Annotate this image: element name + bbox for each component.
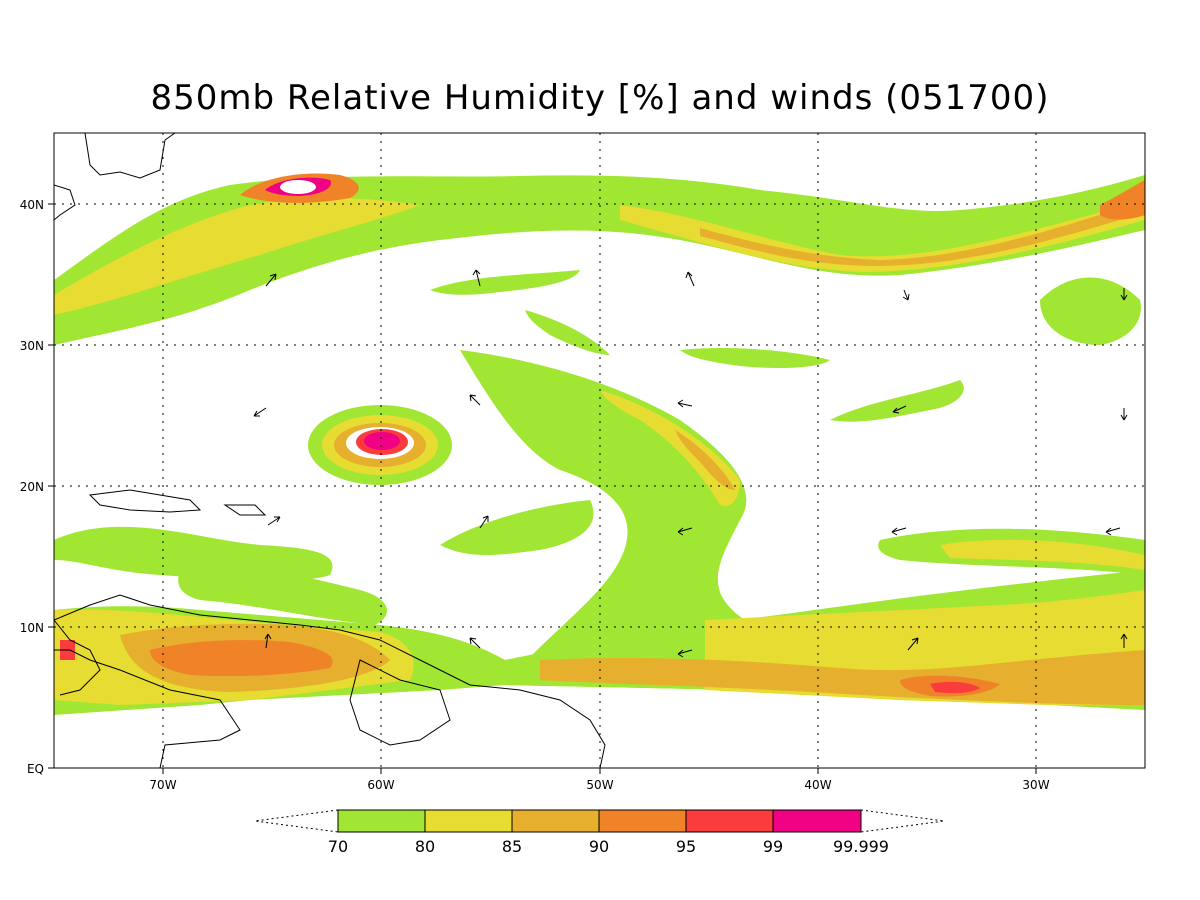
lat-tick-label: 30N <box>20 339 44 353</box>
colorbar: 70 80 85 90 95 99 99.999 <box>254 809 945 856</box>
lat-tick-label: 10N <box>20 621 44 635</box>
wind-arrow <box>472 269 481 287</box>
colorbar-right-extension <box>860 809 945 833</box>
lat-tick-label: 40N <box>20 198 44 212</box>
wind-arrow <box>891 527 907 536</box>
wind-arrow <box>685 271 695 287</box>
wind-arrow <box>677 399 693 408</box>
colorbar-swatch <box>772 809 862 833</box>
colorbar-label: 80 <box>415 837 435 856</box>
lat-tick-label: EQ <box>27 762 44 776</box>
colorbar-label: 85 <box>502 837 522 856</box>
humidity-east-cloud-c <box>680 348 830 368</box>
colorbar-label: 99.999 <box>833 837 889 856</box>
humidity-band-jet-east-85 <box>700 200 1145 266</box>
lon-tick-label: 40W <box>804 778 831 792</box>
wind-arrow <box>902 289 910 301</box>
wind-vectors <box>253 269 1128 658</box>
colorbar-label: 95 <box>676 837 696 856</box>
wind-arrow <box>1120 633 1128 648</box>
humidity-west-band <box>54 526 333 581</box>
lon-tick-label: 60W <box>367 778 394 792</box>
wind-arrow <box>907 637 919 651</box>
wind-arrow <box>469 394 481 406</box>
humidity-east-cloud-d <box>430 270 580 295</box>
graticule <box>54 133 1145 768</box>
colorbar-swatch <box>424 809 513 833</box>
humidity-east-cloud-e <box>525 310 610 355</box>
lon-tick-label: 50W <box>586 778 613 792</box>
humidity-east-band-85 <box>540 650 1145 705</box>
wind-arrow <box>469 637 481 649</box>
coastline-south-america <box>54 594 606 768</box>
colorbar-swatch <box>685 809 774 833</box>
humidity-mid-band <box>440 500 594 555</box>
coastline-northeast <box>84 133 176 179</box>
wind-arrow <box>265 273 277 287</box>
humidity-east-cloud-b <box>830 380 964 422</box>
colorbar-label: 70 <box>328 837 348 856</box>
humidity-east-mid-80 <box>940 539 1145 570</box>
wind-arrow <box>253 407 267 417</box>
coastline-guianas <box>349 659 451 746</box>
coastline-central-america <box>54 619 101 696</box>
lon-tick-label: 30W <box>1022 778 1049 792</box>
wind-arrow <box>1120 408 1128 421</box>
humidity-hole-north <box>280 180 316 194</box>
lat-tick-label: 20N <box>20 480 44 494</box>
coastline-cuba <box>88 489 202 513</box>
colorbar-left-extension <box>254 809 339 833</box>
humidity-south-band-90 <box>150 640 333 677</box>
humidity-band-jet-east <box>620 200 1145 272</box>
humidity-spiral-band-85 <box>675 430 735 490</box>
wind-arrow <box>1120 288 1128 301</box>
colorbar-label: 99 <box>763 837 783 856</box>
humidity-east-band-95 <box>930 681 980 694</box>
wind-arrow <box>677 527 693 536</box>
axis-ticks <box>48 203 1037 774</box>
wind-arrow <box>264 633 272 649</box>
humidity-field <box>54 173 1145 715</box>
wind-arrow <box>1105 527 1121 536</box>
map-title: 850mb Relative Humidity [%] and winds (0… <box>150 78 1050 118</box>
humidity-spiral-band-80 <box>600 390 740 507</box>
colorbar-swatch <box>511 809 600 833</box>
wind-arrow <box>677 649 693 658</box>
wind-arrow <box>479 515 489 529</box>
humidity-east-cloud-a <box>1040 277 1141 345</box>
humidity-band-north-80 <box>54 197 420 315</box>
coastline-us-east <box>54 184 76 221</box>
hurricane-core <box>364 432 400 450</box>
wind-arrow <box>267 516 281 526</box>
coastline-hispaniola <box>223 504 267 516</box>
colorbar-swatch <box>598 809 687 833</box>
colorbar-swatch <box>337 809 426 833</box>
humidity-caribbean-band <box>178 566 387 625</box>
colorbar-label: 90 <box>589 837 609 856</box>
wind-arrow <box>892 405 907 414</box>
lon-tick-label: 70W <box>149 778 176 792</box>
coastlines <box>54 133 606 768</box>
humidity-peak-east <box>1100 180 1145 220</box>
